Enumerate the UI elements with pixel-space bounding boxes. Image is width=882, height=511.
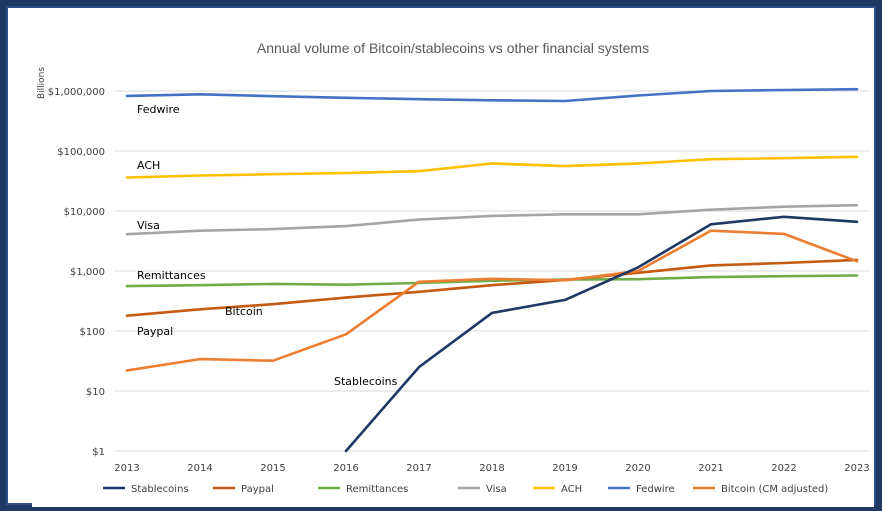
- line-annotations: Fedwire ACH Visa Remittances Paypal Bitcoin St…: [137, 103, 398, 388]
- x-tick-label: 2016: [333, 463, 358, 474]
- legend-label-stablecoins: Stablecoins: [131, 484, 189, 495]
- annotation-visa: Visa: [137, 219, 160, 232]
- series-line-ach: [125, 155, 859, 179]
- y-tick-label: $1,000: [70, 267, 105, 278]
- annotation-stablecoins: Stablecoins: [334, 375, 398, 388]
- chart-title: Annual volume of Bitcoin/stablecoins vs …: [257, 40, 649, 56]
- y-axis-label: Billions: [37, 67, 47, 99]
- x-tick-label: 2015: [260, 463, 285, 474]
- x-tick-label: 2014: [187, 463, 212, 474]
- x-tick-label: 2013: [114, 463, 139, 474]
- y-tick-labels: $1 $10 $100 $1,000 $10,000 $100,000 $1,000,000: [48, 87, 105, 458]
- chart-frame: Annual volume of Bitcoin/stablecoins vs …: [6, 6, 876, 507]
- legend-label-fedwire: Fedwire: [636, 484, 675, 495]
- grid-lines: [115, 90, 869, 452]
- legend-label-paypal: Paypal: [241, 484, 274, 495]
- x-tick-label: 2020: [625, 463, 650, 474]
- x-tick-label: 2023: [844, 463, 869, 474]
- y-tick-label: $100: [80, 327, 105, 338]
- series-line-paypal: [125, 258, 859, 318]
- x-tick-label: 2018: [479, 463, 504, 474]
- legend-label-ach: ACH: [561, 484, 582, 495]
- legend: Stablecoins Paypal Remittances Visa ACH Fedwi…: [103, 484, 828, 495]
- annotation-bitcoin: Bitcoin: [225, 305, 263, 318]
- x-tick-labels: 2013 2014 2015 2016 2017 2018 2019 2020 2021 2022…: [114, 463, 869, 474]
- series-line-visa: [125, 203, 859, 236]
- annotation-ach: ACH: [137, 159, 160, 172]
- annotation-remittances: Remittances: [137, 269, 206, 282]
- series-line-stablecoins: [344, 215, 859, 453]
- x-tick-label: 2017: [406, 463, 431, 474]
- x-tick-label: 2019: [552, 463, 577, 474]
- series-line-bitcoin-cm-adjusted: [125, 229, 859, 372]
- x-tick-label: 2022: [771, 463, 796, 474]
- annotation-fedwire: Fedwire: [137, 103, 180, 116]
- series-line-fedwire: [125, 87, 859, 103]
- x-tick-label: 2021: [698, 463, 723, 474]
- legend-label-remittances: Remittances: [346, 484, 408, 495]
- y-tick-label: $100,000: [57, 147, 105, 158]
- series-line-remittances: [125, 274, 859, 288]
- y-tick-label: $1: [92, 447, 105, 458]
- y-tick-label: $1,000,000: [48, 87, 105, 98]
- chart-area: Annual volume of Bitcoin/stablecoins vs …: [32, 25, 874, 507]
- annotation-paypal: Paypal: [137, 325, 173, 338]
- legend-label-visa: Visa: [486, 484, 507, 495]
- y-tick-label: $10: [86, 387, 105, 398]
- series-lines: [125, 87, 859, 453]
- legend-label-bitcoin-cm-adjusted: Bitcoin (CM adjusted): [721, 484, 828, 495]
- y-tick-label: $10,000: [64, 207, 105, 218]
- line-chart: Annual volume of Bitcoin/stablecoins vs …: [37, 40, 870, 495]
